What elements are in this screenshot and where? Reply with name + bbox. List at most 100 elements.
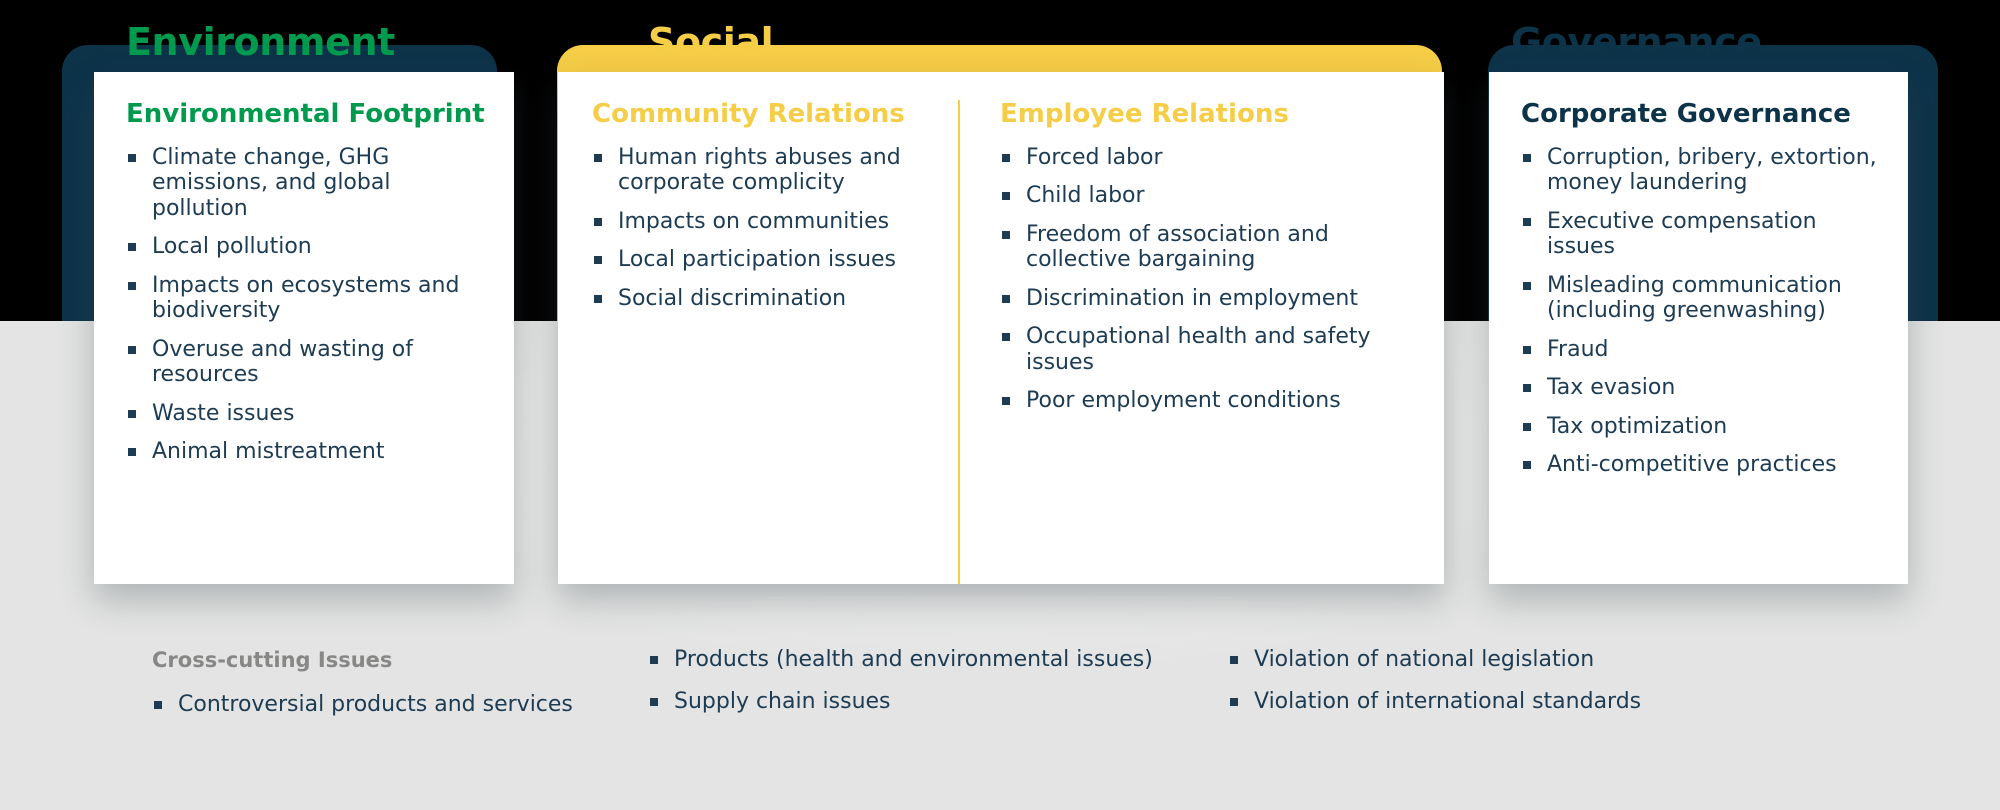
list-item: Discrimination in employment: [1000, 286, 1418, 312]
list-item: Forced labor: [1000, 145, 1418, 171]
list-item-label: Poor employment conditions: [1026, 388, 1341, 414]
bullet-square-icon: [128, 345, 136, 354]
list-item-label: Fraud: [1547, 336, 1609, 362]
list-item: Violation of international standards: [1228, 689, 1641, 714]
list-item-label: Controversial products and services: [178, 692, 573, 717]
list-item-label: Tax optimization: [1547, 413, 1728, 439]
list-item-label: Child labor: [1026, 183, 1145, 209]
bullet-square-icon: [1523, 153, 1531, 162]
list-item-label: Overuse and wasting of resources: [152, 336, 414, 388]
category-title-governance: Governance: [1511, 20, 1762, 64]
list-item-label: Misleading communication (including gree…: [1547, 272, 1842, 324]
corporate-governance-heading: Corporate Governance: [1521, 99, 1851, 129]
bullet-square-icon: [1523, 281, 1531, 290]
list-item-label: Impacts on communities: [618, 208, 890, 234]
bullet-square-icon: [1523, 422, 1531, 431]
bullet-square-icon: [1230, 698, 1238, 707]
bullet-square-icon: [594, 153, 602, 162]
list-item-label: Local participation issues: [618, 247, 897, 273]
social-community-column: Community Relations Human rights abuses …: [558, 100, 958, 584]
list-item: Anti-competitive practices: [1521, 452, 1878, 478]
category-title-environment: Environment: [126, 20, 395, 64]
list-item-label: Corruption, bribery, extortion, money la…: [1547, 144, 1877, 196]
list-item-label: Products (health and environmental issue…: [674, 647, 1153, 672]
list-item-label: Social discrimination: [618, 285, 847, 311]
list-item-label: Freedom of association and collective ba…: [1026, 221, 1329, 273]
community-relations-heading: Community Relations: [592, 99, 905, 129]
bullet-square-icon: [128, 153, 136, 162]
list-item: Tax evasion: [1521, 375, 1878, 401]
bullet-square-icon: [1002, 333, 1010, 342]
bullet-square-icon: [1523, 217, 1531, 226]
list-item-label: Discrimination in employment: [1026, 285, 1358, 311]
bullet-square-icon: [1523, 461, 1531, 470]
bullet-square-icon: [1002, 192, 1010, 201]
bullet-square-icon: [594, 217, 602, 226]
bullet-square-icon: [1002, 294, 1010, 303]
list-item-label: Impacts on ecosystems and biodiversity: [152, 272, 460, 324]
bullet-square-icon: [128, 448, 136, 457]
list-item: Poor employment conditions: [1000, 388, 1418, 414]
list-item: Controversial products and services: [152, 692, 573, 717]
bullet-square-icon: [128, 409, 136, 418]
list-item: Misleading communication (including gree…: [1521, 273, 1878, 324]
bullet-square-icon: [594, 294, 602, 303]
list-item-label: Forced labor: [1026, 144, 1163, 170]
bullet-square-icon: [128, 281, 136, 290]
employee-relations-heading: Employee Relations: [1000, 99, 1289, 129]
bullet-square-icon: [154, 701, 162, 709]
list-item: Fraud: [1521, 337, 1878, 363]
cross-cutting-group-3: Violation of national legislation Violat…: [1228, 647, 1641, 732]
governance-issue-list: Corruption, bribery, extortion, money la…: [1521, 145, 1878, 478]
environment-panel: Environmental Footprint Climate change, …: [94, 72, 514, 584]
list-item-label: Occupational health and safety issues: [1026, 324, 1371, 375]
list-item-label: Violation of national legislation: [1254, 647, 1595, 672]
cross-cutting-label: Cross-cutting Issues: [152, 648, 393, 672]
list-item: Products (health and environmental issue…: [648, 647, 1153, 672]
bullet-square-icon: [1002, 397, 1010, 406]
list-item-label: Climate change, GHG emissions, and globa…: [152, 144, 391, 221]
cross-cutting-section: Cross-cutting Issues Controversial produ…: [0, 620, 2000, 750]
bullet-square-icon: [1523, 345, 1531, 354]
bullet-square-icon: [594, 256, 602, 265]
list-item: Human rights abuses and corporate compli…: [592, 145, 932, 196]
list-item-label: Local pollution: [152, 234, 312, 260]
list-item: Local participation issues: [592, 247, 932, 273]
list-item-label: Executive compensation issues: [1547, 208, 1817, 260]
list-item: Climate change, GHG emissions, and globa…: [126, 145, 484, 222]
cross-cutting-group-2: Products (health and environmental issue…: [648, 647, 1153, 732]
bullet-square-icon: [128, 243, 136, 252]
bullet-square-icon: [650, 698, 658, 707]
bullet-square-icon: [1002, 230, 1010, 239]
bullet-square-icon: [650, 656, 658, 664]
list-item: Tax optimization: [1521, 414, 1878, 440]
list-item: Supply chain issues: [648, 689, 1153, 714]
environment-issue-list: Climate change, GHG emissions, and globa…: [126, 145, 484, 465]
bullet-square-icon: [1002, 153, 1010, 162]
cross-cutting-group-1: Controversial products and services: [152, 692, 573, 734]
list-item: Violation of national legislation: [1228, 647, 1641, 672]
list-item: Corruption, bribery, extortion, money la…: [1521, 145, 1878, 196]
bullet-square-icon: [1523, 384, 1531, 393]
list-item: Impacts on communities: [592, 209, 932, 235]
list-item-label: Anti-competitive practices: [1547, 452, 1837, 478]
bullet-square-icon: [1230, 656, 1238, 664]
list-item: Local pollution: [126, 234, 484, 260]
list-item-label: Supply chain issues: [674, 689, 891, 715]
list-item: Occupational health and safety issues: [1000, 324, 1418, 375]
list-item: Freedom of association and collective ba…: [1000, 222, 1418, 273]
list-item: Executive compensation issues: [1521, 209, 1878, 260]
list-item: Child labor: [1000, 183, 1418, 209]
list-item: Social discrimination: [592, 286, 932, 312]
list-item: Animal mistreatment: [126, 439, 484, 465]
governance-panel: Corporate Governance Corruption, bribery…: [1489, 72, 1908, 584]
social-employee-column: Employee Relations Forced labor Child la…: [958, 100, 1444, 584]
category-title-social: Social: [648, 20, 774, 64]
list-item-label: Waste issues: [152, 400, 295, 426]
list-item-label: Tax evasion: [1547, 375, 1676, 401]
environment-panel-heading: Environmental Footprint: [126, 99, 485, 129]
list-item-label: Violation of international standards: [1254, 689, 1642, 715]
list-item-label: Human rights abuses and corporate compli…: [618, 144, 901, 196]
community-relations-list: Human rights abuses and corporate compli…: [592, 145, 932, 312]
